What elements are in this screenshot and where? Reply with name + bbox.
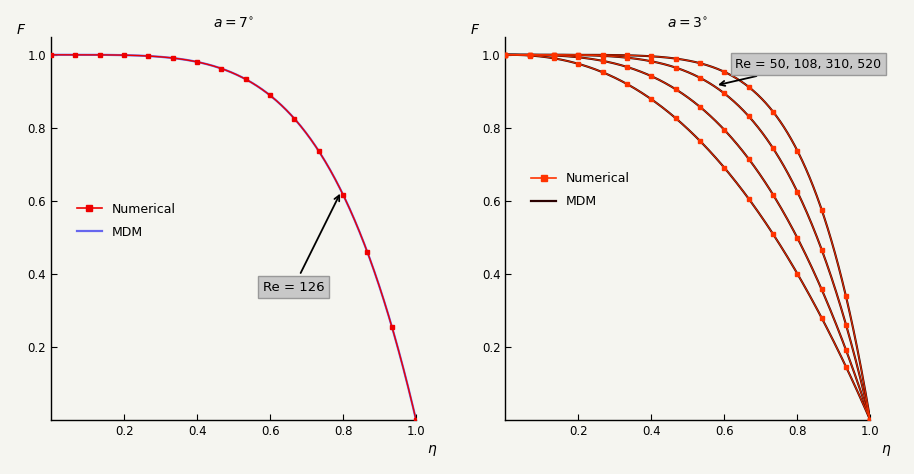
- Text: Re = 126: Re = 126: [263, 195, 339, 293]
- Y-axis label: F: F: [471, 22, 479, 36]
- Legend: Numerical, MDM: Numerical, MDM: [526, 167, 635, 213]
- Y-axis label: F: F: [16, 22, 25, 36]
- Legend: Numerical, MDM: Numerical, MDM: [72, 198, 181, 244]
- Text: $\eta$: $\eta$: [881, 444, 892, 458]
- Title: $a = 7^{\circ}$: $a = 7^{\circ}$: [213, 17, 254, 31]
- Text: $\eta$: $\eta$: [427, 444, 438, 458]
- Title: $a = 3^{\circ}$: $a = 3^{\circ}$: [667, 17, 708, 31]
- Text: Re = 50, 108, 310, 520: Re = 50, 108, 310, 520: [720, 57, 881, 86]
